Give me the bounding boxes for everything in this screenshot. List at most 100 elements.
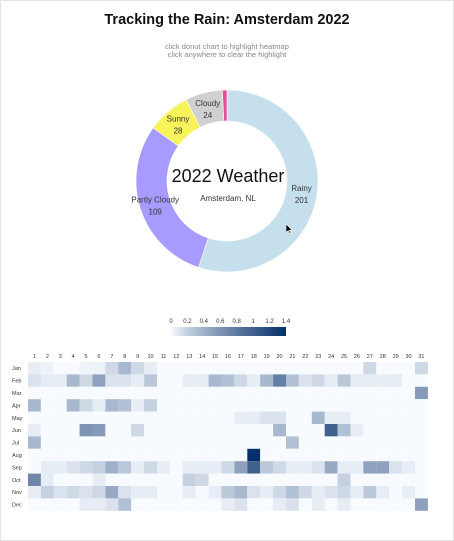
- heatmap-cell[interactable]: [131, 486, 145, 499]
- heatmap-cell[interactable]: [105, 386, 119, 400]
- heatmap-cell[interactable]: [53, 486, 67, 499]
- heatmap-cell[interactable]: [92, 424, 106, 437]
- heatmap-cell[interactable]: [298, 448, 312, 462]
- heatmap-cell[interactable]: [92, 386, 106, 400]
- heatmap-cell[interactable]: [118, 498, 132, 511]
- heatmap-cell[interactable]: [221, 386, 235, 400]
- heatmap-cell[interactable]: [363, 473, 377, 486]
- heatmap-cell[interactable]: [337, 473, 351, 486]
- heatmap-cell[interactable]: [92, 411, 106, 424]
- heatmap-cell[interactable]: [208, 486, 222, 499]
- heatmap-cell[interactable]: [286, 486, 299, 499]
- heatmap-cell[interactable]: [350, 448, 364, 462]
- heatmap-cell[interactable]: [105, 436, 119, 449]
- heatmap-cell[interactable]: [260, 386, 274, 400]
- heatmap-cell[interactable]: [208, 498, 222, 511]
- heatmap-cell[interactable]: [66, 411, 80, 424]
- heatmap-cell[interactable]: [79, 411, 93, 424]
- heatmap-cell[interactable]: [234, 461, 248, 474]
- heatmap-cell[interactable]: [182, 448, 196, 462]
- heatmap-cell[interactable]: [157, 399, 170, 412]
- heatmap-cell[interactable]: [40, 498, 54, 511]
- heatmap-cell[interactable]: [221, 411, 235, 424]
- heatmap-cell[interactable]: [40, 399, 54, 412]
- heatmap-cell[interactable]: [182, 374, 196, 387]
- heatmap-cell[interactable]: [376, 362, 390, 375]
- heatmap-cell[interactable]: [260, 399, 274, 412]
- heatmap-cell[interactable]: [363, 374, 377, 387]
- heatmap-cell[interactable]: [157, 436, 170, 449]
- heatmap-cell[interactable]: [157, 386, 170, 400]
- heatmap-cell[interactable]: [79, 386, 93, 400]
- heatmap-cell[interactable]: [169, 473, 183, 486]
- heatmap-cell[interactable]: [131, 448, 145, 462]
- heatmap-cell[interactable]: [53, 386, 67, 400]
- heatmap-cell[interactable]: [234, 424, 248, 437]
- heatmap-cell[interactable]: [144, 399, 157, 412]
- heatmap-cell[interactable]: [247, 411, 261, 424]
- heatmap-cell[interactable]: [53, 362, 67, 375]
- heatmap-cell[interactable]: [337, 374, 351, 387]
- heatmap-cell[interactable]: [324, 436, 338, 449]
- heatmap-cell[interactable]: [402, 473, 415, 486]
- heatmap-cell[interactable]: [182, 399, 196, 412]
- heatmap-cell[interactable]: [415, 399, 428, 412]
- heatmap-cell[interactable]: [389, 436, 403, 449]
- heatmap-cell[interactable]: [208, 362, 222, 375]
- heatmap-cell[interactable]: [415, 486, 428, 499]
- heatmap-cell[interactable]: [144, 424, 157, 437]
- heatmap-cell[interactable]: [79, 399, 93, 412]
- heatmap-cell[interactable]: [66, 399, 80, 412]
- heatmap-cell[interactable]: [324, 486, 338, 499]
- heatmap-cell[interactable]: [79, 362, 93, 375]
- heatmap-cell[interactable]: [363, 436, 377, 449]
- heatmap-cell[interactable]: [363, 498, 377, 511]
- heatmap-cell[interactable]: [105, 424, 119, 437]
- heatmap-cell[interactable]: [415, 461, 428, 474]
- heatmap-cell[interactable]: [131, 362, 145, 375]
- heatmap-cell[interactable]: [350, 362, 364, 375]
- heatmap-cell[interactable]: [53, 374, 67, 387]
- heatmap-cell[interactable]: [247, 448, 261, 462]
- heatmap-cell[interactable]: [389, 424, 403, 437]
- heatmap-cell[interactable]: [157, 424, 170, 437]
- heatmap-cell[interactable]: [298, 486, 312, 499]
- heatmap-cell[interactable]: [298, 473, 312, 486]
- heatmap-cell[interactable]: [169, 486, 183, 499]
- heatmap-cell[interactable]: [118, 386, 132, 400]
- heatmap-cell[interactable]: [273, 473, 286, 486]
- heatmap-cell[interactable]: [402, 362, 415, 375]
- heatmap-cell[interactable]: [389, 473, 403, 486]
- heatmap-cell[interactable]: [221, 399, 235, 412]
- heatmap-cell[interactable]: [324, 498, 338, 511]
- heatmap-cell[interactable]: [182, 486, 196, 499]
- heatmap-cell[interactable]: [350, 374, 364, 387]
- heatmap-cell[interactable]: [169, 448, 183, 462]
- heatmap-cell[interactable]: [131, 473, 145, 486]
- heatmap-cell[interactable]: [105, 486, 119, 499]
- heatmap-cell[interactable]: [105, 362, 119, 375]
- heatmap-cell[interactable]: [208, 461, 222, 474]
- heatmap-cell[interactable]: [260, 436, 274, 449]
- heatmap-cell[interactable]: [195, 362, 209, 375]
- heatmap-cell[interactable]: [402, 436, 415, 449]
- heatmap-cell[interactable]: [376, 486, 390, 499]
- heatmap-cell[interactable]: [144, 448, 157, 462]
- heatmap-cell[interactable]: [40, 448, 54, 462]
- heatmap-cell[interactable]: [79, 473, 93, 486]
- heatmap-cell[interactable]: [415, 436, 428, 449]
- heatmap-cell[interactable]: [402, 424, 415, 437]
- heatmap-cell[interactable]: [144, 498, 157, 511]
- heatmap-cell[interactable]: [350, 461, 364, 474]
- heatmap-cell[interactable]: [247, 436, 261, 449]
- heatmap-cell[interactable]: [208, 448, 222, 462]
- heatmap-cell[interactable]: [92, 498, 106, 511]
- heatmap-cell[interactable]: [376, 424, 390, 437]
- heatmap-cell[interactable]: [389, 486, 403, 499]
- heatmap-cell[interactable]: [376, 386, 390, 400]
- heatmap-cell[interactable]: [208, 374, 222, 387]
- heatmap-cell[interactable]: [195, 386, 209, 400]
- heatmap-cell[interactable]: [28, 399, 41, 412]
- heatmap-cell[interactable]: [66, 498, 80, 511]
- heatmap-cell[interactable]: [311, 486, 325, 499]
